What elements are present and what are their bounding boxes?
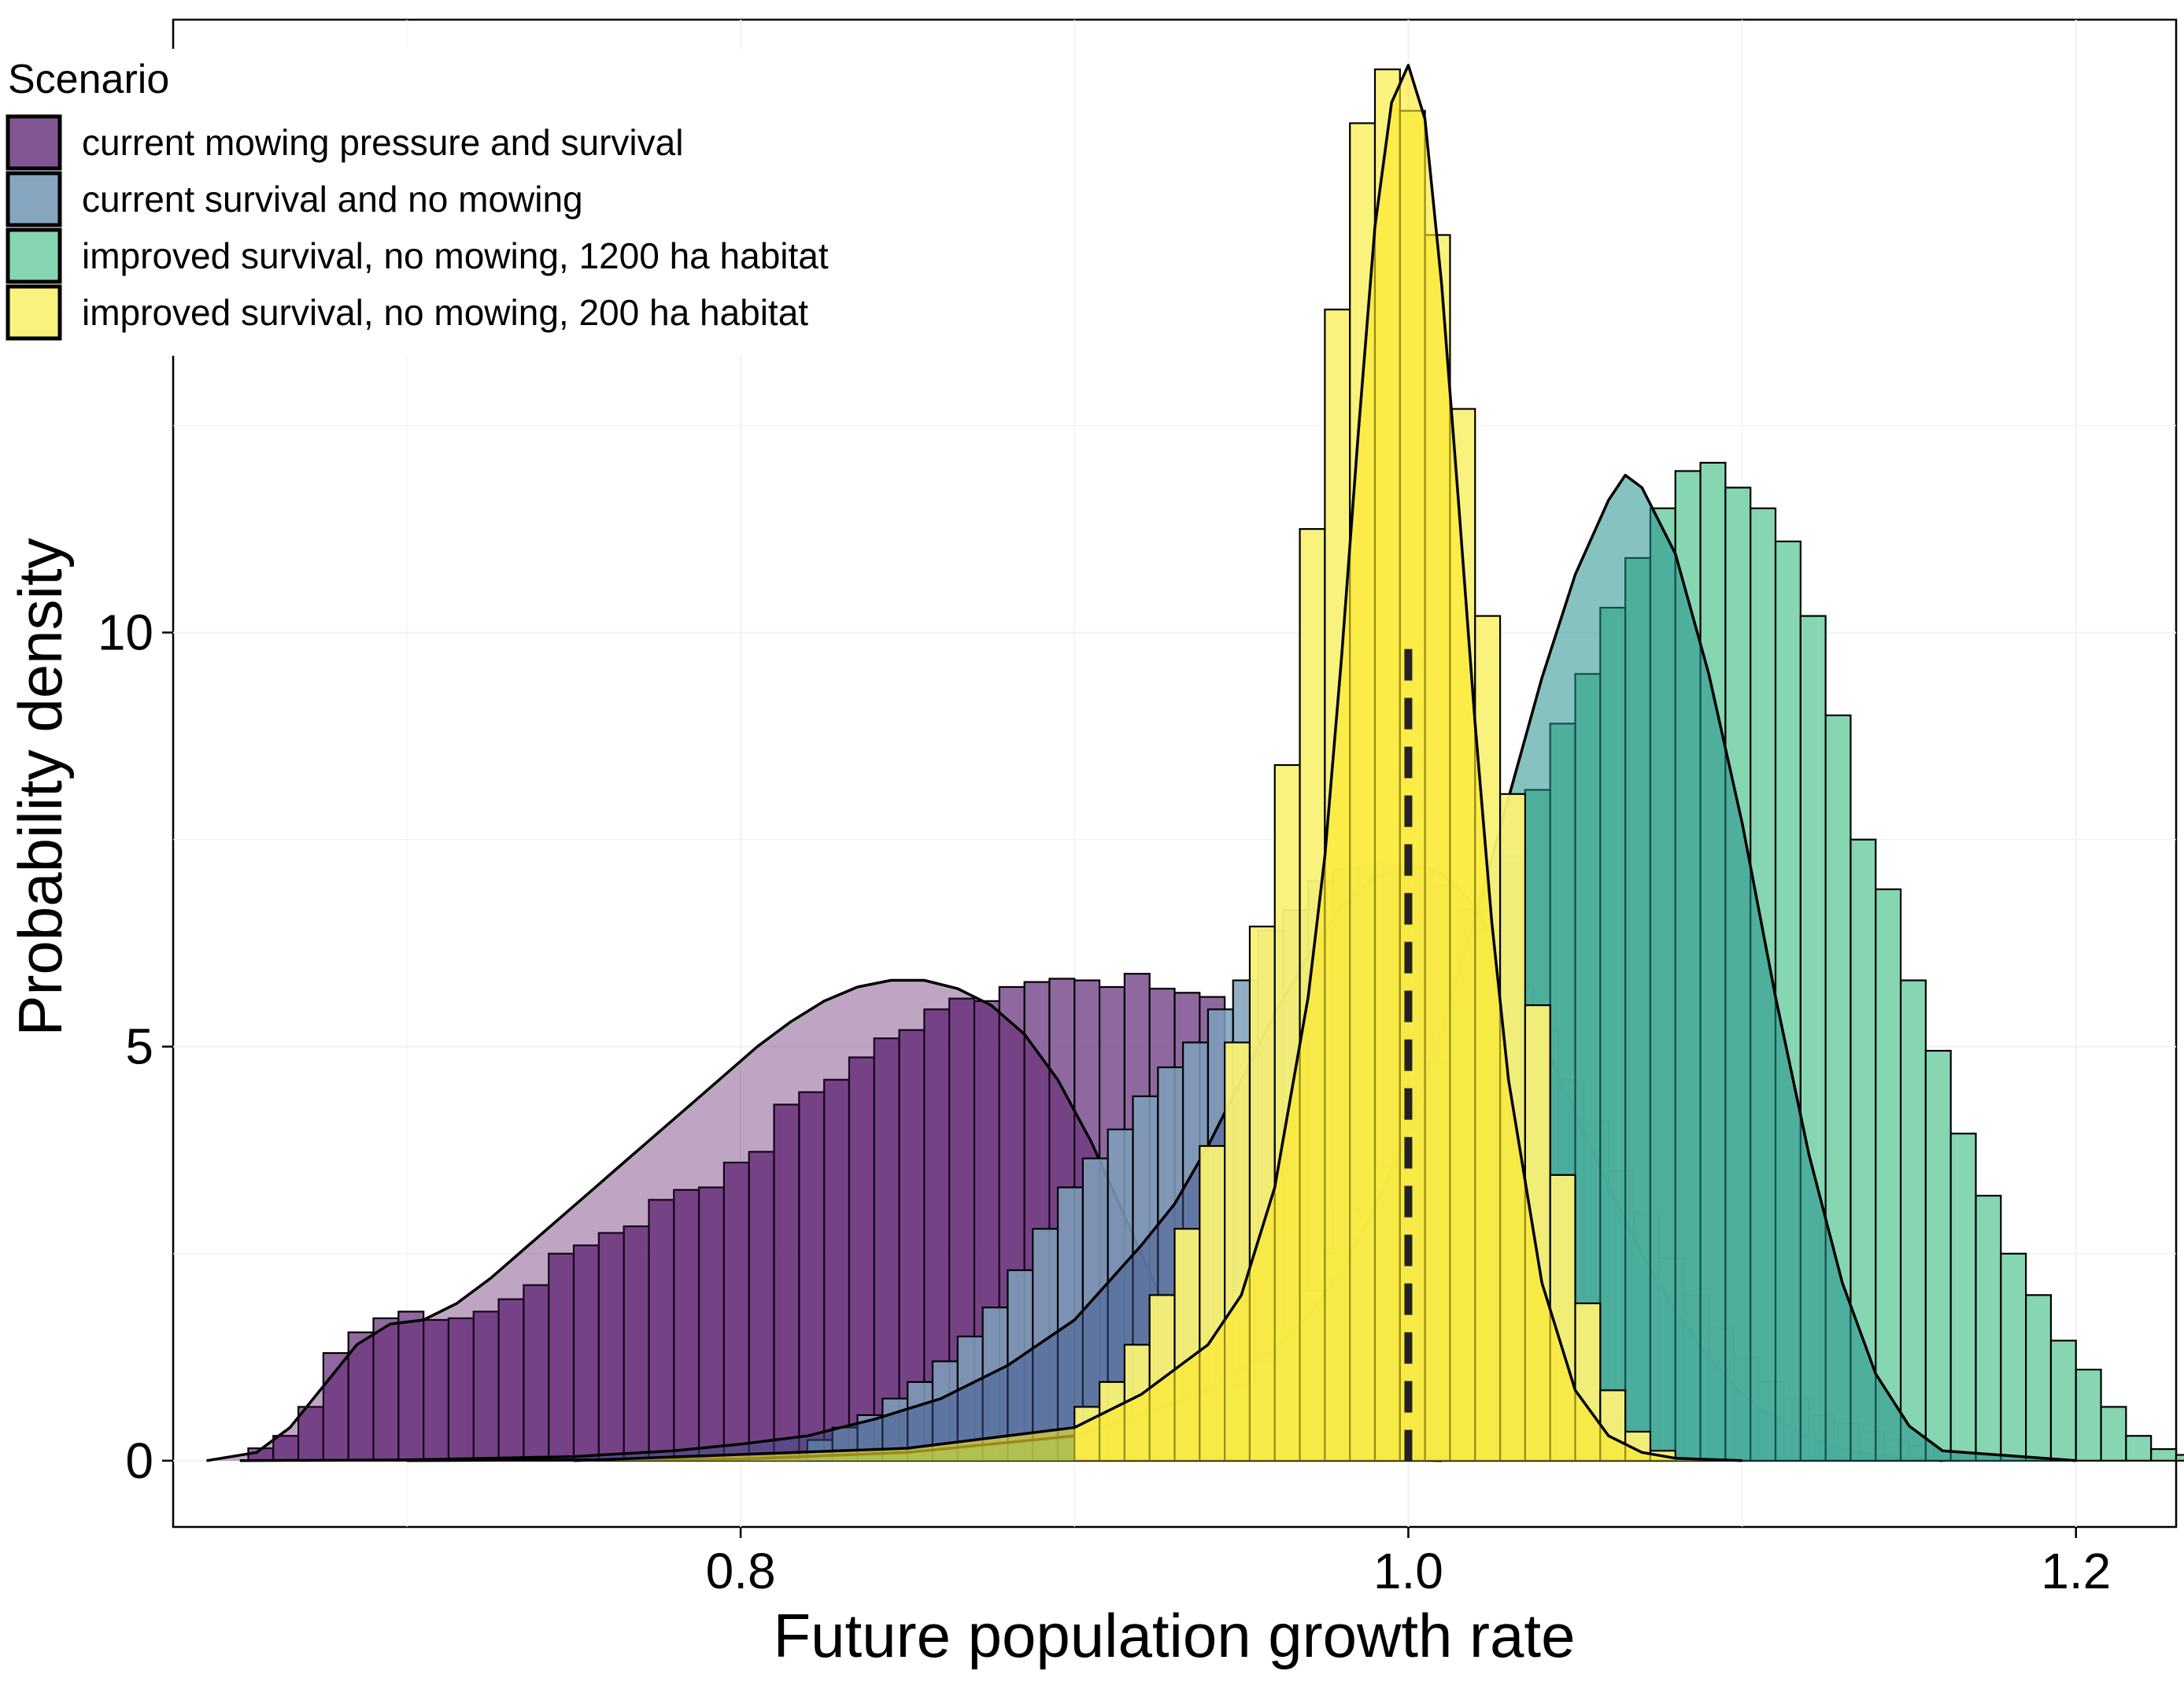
legend-title: Scenario [8,57,169,102]
histogram-bar [722,1161,750,1462]
y-axis-title: Probability density [6,538,75,1037]
density-area [406,475,2076,1461]
histogram-bar [497,1298,525,1462]
x-tick-label: 1.0 [1373,1543,1443,1599]
legend-swatch [6,284,62,341]
histogram-bar [2150,1447,2178,1462]
legend: Scenario current mowing pressure and sur… [0,49,913,356]
histogram-bar [2049,1340,2077,1462]
legend-background [0,49,913,356]
histogram-bar [673,1188,700,1462]
x-tick-label: 0.8 [706,1543,776,1599]
histogram-bar [2100,1406,2127,1462]
histogram-bar [572,1244,600,1462]
density-area [574,65,1742,1461]
histogram-bar [1975,1195,2002,1462]
histogram-bar [1949,1133,1977,1462]
legend-items: current mowing pressure and survival curr… [6,114,829,341]
x-axis-title: Future population growth rate [774,1601,1576,1670]
histogram-bar [1875,888,1902,1462]
histogram-bar [297,1406,324,1462]
legend-swatch [6,227,62,284]
series-layer [206,64,2184,1462]
y-tick-label: 10 [98,604,153,661]
legend-swatch [6,114,62,171]
histogram-bar [523,1284,550,1462]
series-group-4 [573,64,1742,1462]
legend-label: improved survival, no mowing, 1200 ha ha… [82,235,829,276]
histogram-bar [798,1091,826,1462]
x-tick-label: 1.2 [2041,1543,2111,1599]
y-tick-label: 0 [125,1432,153,1489]
density-curve [573,64,1742,1462]
legend-label: current survival and no mowing [82,179,583,220]
histogram-bar [2025,1294,2053,1462]
histogram-bar [2075,1368,2102,1462]
histogram-bar [823,1078,851,1462]
histogram-bar [648,1199,675,1462]
histogram-bar [2125,1435,2153,1462]
histogram-bar [1924,1049,1952,1462]
histogram-bar [697,1186,725,1462]
y-tick-label: 5 [125,1018,153,1075]
legend-swatch [6,171,62,227]
histogram-bar [748,1151,775,1462]
legend-label: improved survival, no mowing, 200 ha hab… [82,292,808,333]
histogram-bar [1899,979,1927,1462]
histogram-bar [2000,1252,2027,1462]
histogram-bar [2175,1454,2184,1462]
axis-layer: 0.8 1.0 1.2 0 5 10 [98,604,2111,1599]
histogram-bar [1007,1269,1034,1462]
legend-label: current mowing pressure and survival [82,122,683,163]
